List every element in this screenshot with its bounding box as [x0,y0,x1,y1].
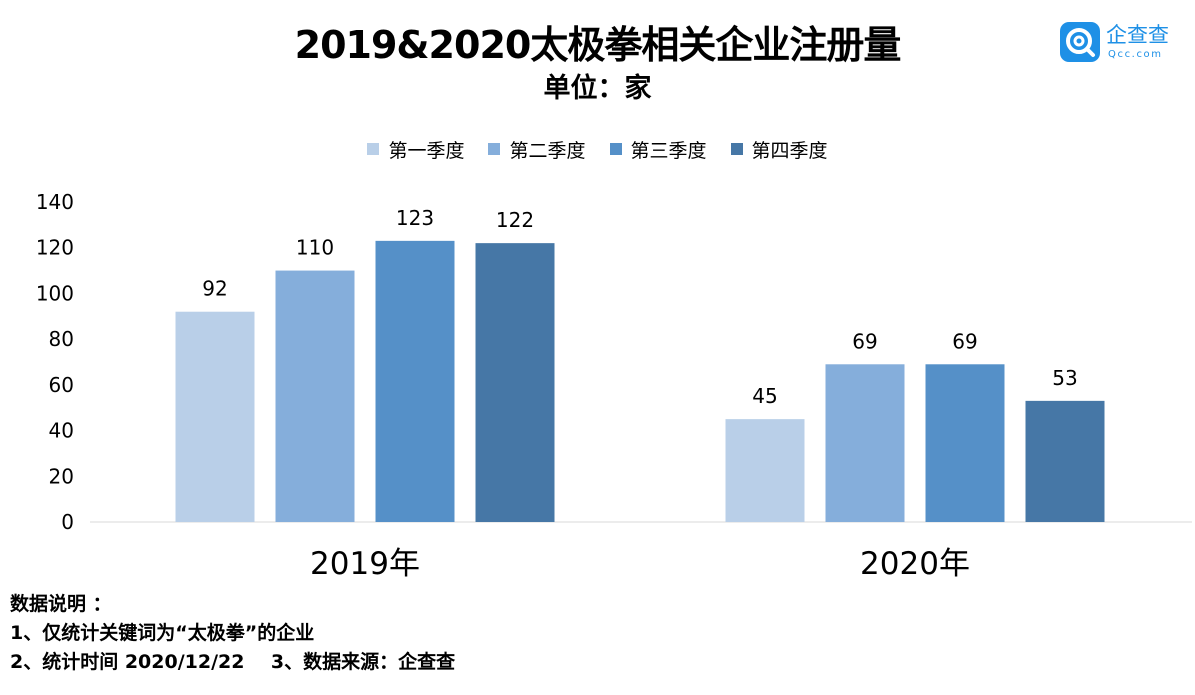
legend-swatch [367,143,380,155]
bar-value-label: 53 [1052,366,1077,390]
chart-legend: 第一季度 第二季度 第三季度 第四季度 [0,136,1195,162]
y-tick-label: 20 [49,464,74,488]
legend-swatch [730,143,743,155]
brand-logo: 企查查 Qcc.com [1060,22,1186,64]
bar-value-label: 92 [202,277,227,301]
legend-item-3: 第三季度 [609,136,707,163]
bar-chart: 0 20 40 60 80 100 120 140 92 110 123 122 2019年 45 69 69… [36,190,1192,582]
y-tick-label: 120 [36,236,74,260]
bar-value-label: 123 [396,206,434,230]
legend-item-4: 第四季度 [730,136,828,163]
legend-label: 第一季度 [388,139,465,162]
bar [175,311,255,522]
notes-heading: 数据说明 ： [10,593,112,615]
bar [825,364,905,522]
x-category-label: 2020年 [860,546,970,582]
data-notes: 数据说明 ： 1、仅统计关键词为“太极拳”的企业 2、统计时间 2020/12/… [10,590,455,677]
legend-swatch [609,143,622,155]
legend-label: 第二季度 [509,139,586,162]
notes-line-2: 2、统计时间 2020/12/22 3、数据来源：企查查 [10,651,456,673]
y-tick-label: 140 [36,190,74,214]
bar-value-label: 110 [296,236,334,260]
bar-value-label: 45 [752,384,777,408]
brand-name: 企查查 [1106,23,1169,47]
legend-label: 第四季度 [751,139,828,162]
legend-item-1: 第一季度 [367,136,464,163]
brand-domain: Qcc.com [1108,49,1163,60]
x-category-label: 2019年 [310,546,420,582]
legend-item-2: 第二季度 [488,136,586,163]
bar [275,270,355,522]
bar-value-label: 69 [852,329,877,353]
bar [375,240,455,522]
y-tick-label: 40 [49,419,74,443]
y-tick-label: 80 [49,327,74,351]
bar-value-label: 69 [952,329,977,353]
y-tick-label: 100 [36,281,74,305]
chart-subtitle: 单位：家 [543,73,652,104]
bar [725,419,805,522]
y-tick-label: 60 [49,373,74,397]
notes-line-1: 1、仅统计关键词为“太极拳”的企业 [10,622,315,644]
bar [1025,400,1105,522]
y-tick-label: 0 [61,510,74,534]
qcc-logo-icon [1060,22,1100,62]
bar-value-label: 122 [496,208,534,232]
legend-label: 第三季度 [630,139,707,162]
chart-title: 2019&2020太极拳相关企业注册量 [294,23,902,67]
bar [925,364,1005,522]
legend-swatch [488,143,501,155]
bar [475,243,555,522]
